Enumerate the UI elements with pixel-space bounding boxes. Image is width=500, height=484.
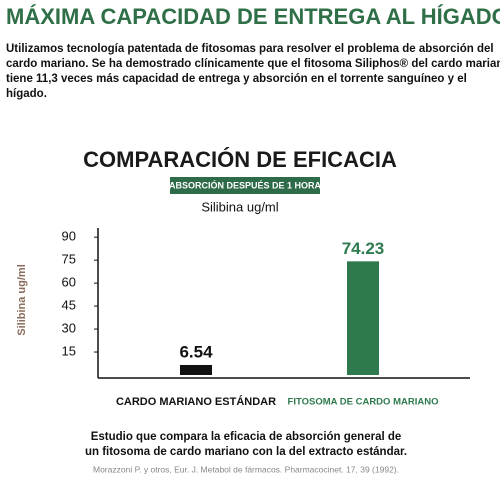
bar <box>180 364 212 375</box>
paragraph-line: Utilizamos tecnología patentada de fitos… <box>6 43 494 55</box>
page-title: MÁXIMA CAPACIDAD DE ENTREGA AL HÍGADO <box>6 4 500 29</box>
x-tick-label: CARDO MARIANO ESTÁNDAR <box>116 395 276 408</box>
badge <box>170 177 320 194</box>
paragraph-line: hígado. <box>6 88 47 100</box>
citation: Morazzoni P. y otros, Eur. J. Metabol de… <box>93 464 399 474</box>
y-tick-label: 60 <box>62 275 76 290</box>
bar <box>347 261 379 375</box>
chart-subtitle: Silibina ug/ml <box>201 199 278 214</box>
paragraph-line: tiene 11,3 veces más capacidad de entreg… <box>6 73 467 85</box>
y-tick-label: 75 <box>62 252 76 267</box>
y-tick-label: 45 <box>62 298 76 313</box>
y-tick-label: 90 <box>62 229 76 244</box>
chart-title: COMPARACIÓN DE EFICACIA <box>83 147 397 172</box>
y-axis-label: Silibina ug/ml <box>16 264 28 336</box>
value-label: 74.23 <box>342 239 385 258</box>
badge-text: ABSORCIÓN DESPUÉS DE 1 HORA <box>169 179 322 190</box>
y-tick-label: 15 <box>62 343 76 358</box>
paragraph-line: cardo mariano. Se ha demostrado clínicam… <box>6 58 500 70</box>
footnote: Estudio que compara la eficacia de absor… <box>91 431 402 443</box>
y-tick-label: 30 <box>62 321 76 336</box>
footnote: un fitosoma de cardo mariano con la del … <box>85 446 407 458</box>
value-label: 6.54 <box>179 342 213 361</box>
x-tick-label: FITOSOMA DE CARDO MARIANO <box>288 397 439 408</box>
